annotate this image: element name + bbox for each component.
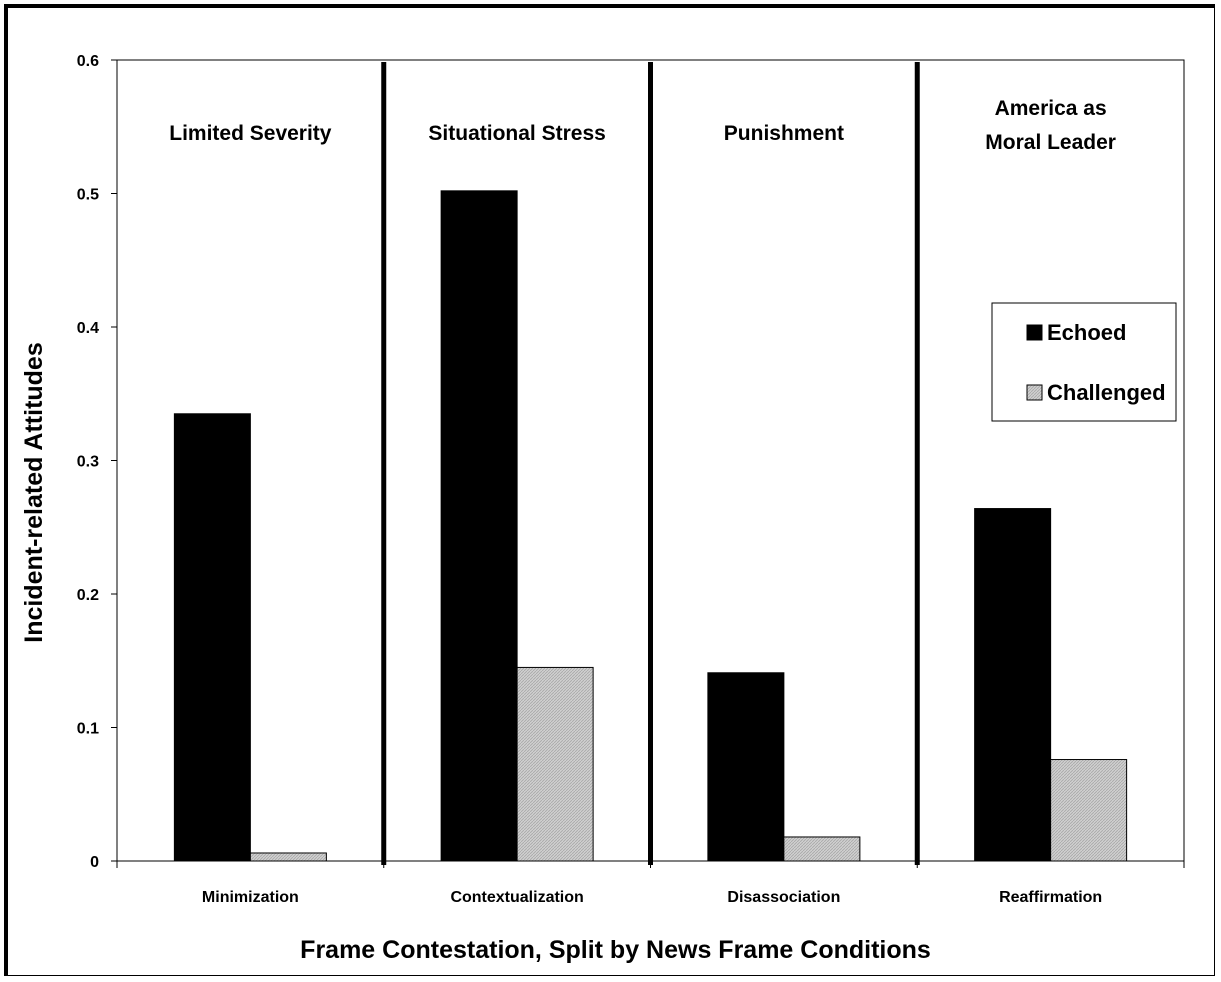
bar-echoed-minimization — [173, 413, 251, 862]
bar-challenged-reaffirmation — [1050, 759, 1128, 862]
bar-challenged-minimization — [249, 852, 327, 862]
x-tick-label: Disassociation — [727, 889, 840, 906]
x-axis-title: Frame Contestation, Split by News Frame … — [300, 936, 931, 964]
bar-echoed-disassociation — [707, 672, 785, 862]
legend: Echoed Challenged — [991, 302, 1177, 422]
panel-title: Limited Severity — [169, 122, 332, 145]
panel-titles: Limited Severity Situational Stress Punish… — [169, 97, 1116, 154]
y-tick-label: 0.5 — [77, 187, 99, 204]
legend-label-challenged: Challenged — [1047, 380, 1166, 405]
legend-box — [991, 302, 1177, 422]
y-tick-label: 0.3 — [77, 454, 99, 471]
legend-label-echoed: Echoed — [1047, 320, 1126, 345]
x-tick-label: Minimization — [202, 889, 299, 906]
x-tick-label: Contextualization — [450, 889, 583, 906]
panel-dividers — [381, 62, 920, 865]
bar-echoed-contextualization — [440, 190, 518, 862]
panel-title: America as — [995, 97, 1107, 120]
bar-challenged-disassociation — [783, 836, 861, 862]
y-tick-label: 0.2 — [77, 587, 99, 604]
panel-title: Punishment — [724, 122, 844, 145]
chart-frame: 0 0.1 0.2 0.3 0.4 0.5 0.6 Limited Severity Situ… — [4, 4, 1215, 976]
y-tick-label: 0 — [90, 854, 99, 871]
x-tick-label: Reaffirmation — [999, 889, 1102, 906]
y-tick-label: 0.1 — [77, 721, 99, 738]
panel-title: Situational Stress — [428, 122, 605, 145]
axis-labels: Minimization Contextualization Disassociat… — [20, 342, 1102, 964]
chart: 0 0.1 0.2 0.3 0.4 0.5 0.6 Limited Severity Situ… — [20, 53, 1185, 964]
bar-echoed-reaffirmation — [974, 508, 1052, 862]
bar-challenged-contextualization — [516, 666, 594, 862]
y-tick-label: 0.4 — [77, 320, 99, 337]
legend-swatch-challenged — [1026, 384, 1043, 401]
y-tick-label: 0.6 — [77, 53, 99, 70]
y-axis-title: Incident-related Attitudes — [20, 342, 48, 643]
bars — [173, 190, 1128, 862]
panel-title: Moral Leader — [985, 131, 1116, 154]
legend-swatch-echoed — [1026, 324, 1043, 341]
